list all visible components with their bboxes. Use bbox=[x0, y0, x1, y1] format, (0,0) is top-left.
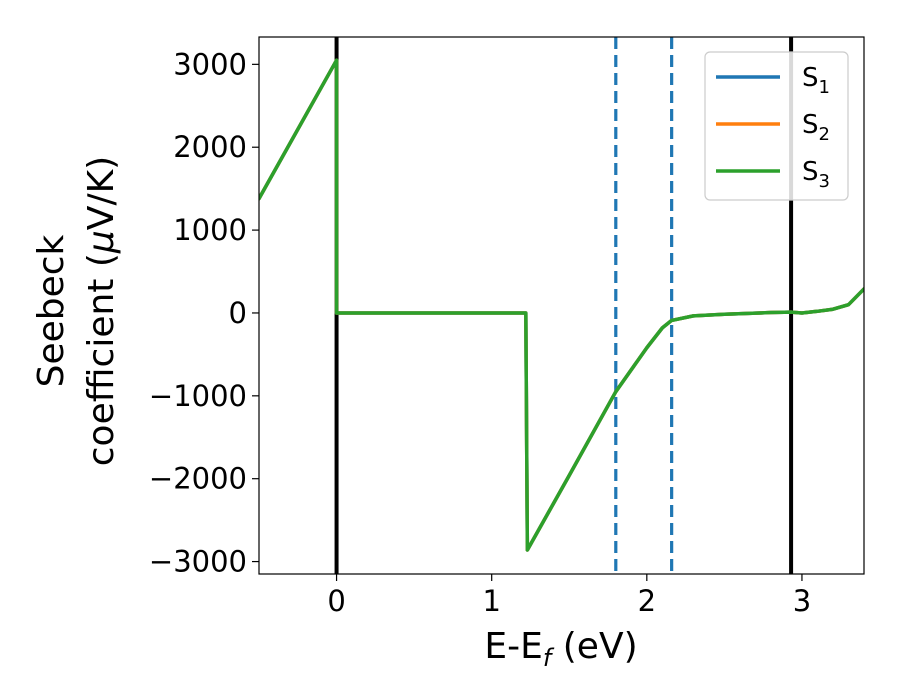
series-layer bbox=[259, 58, 864, 552]
y-tick-label: 1000 bbox=[173, 213, 247, 247]
y-axis-ticks: 3000 2000 1000 0 −1000 −2000 −3000 bbox=[149, 47, 259, 579]
x-axis-label: E-Ef (eV) bbox=[484, 626, 637, 672]
x-tick-label: 2 bbox=[638, 584, 656, 618]
y-tick-label: 0 bbox=[229, 296, 247, 330]
legend-label-s1: S1 bbox=[802, 63, 830, 98]
x-tick-label: 1 bbox=[482, 584, 500, 618]
x-tick-label: 3 bbox=[793, 584, 811, 618]
legend-label-s2: S2 bbox=[802, 110, 830, 145]
legend: S1 S2 S3 bbox=[704, 51, 849, 201]
y-tick-label: −3000 bbox=[149, 545, 247, 579]
y-axis-label: Seebeck coefficient (μV/K) bbox=[31, 156, 122, 466]
y-tick-label: −1000 bbox=[149, 379, 247, 413]
x-axis-ticks: 0 1 2 3 bbox=[327, 574, 811, 618]
y-axis-label-line2: coefficient (μV/K) bbox=[81, 156, 122, 466]
legend-box bbox=[704, 51, 849, 201]
plot-frame bbox=[258, 36, 865, 575]
y-tick-label: 3000 bbox=[173, 47, 247, 81]
y-tick-label: 2000 bbox=[173, 130, 247, 164]
y-tick-label: −2000 bbox=[149, 462, 247, 496]
series-line-s3 bbox=[259, 58, 864, 552]
y-axis-label-line1: Seebeck bbox=[31, 234, 72, 387]
legend-label-s3: S3 bbox=[802, 157, 830, 192]
x-tick-label: 0 bbox=[327, 584, 345, 618]
